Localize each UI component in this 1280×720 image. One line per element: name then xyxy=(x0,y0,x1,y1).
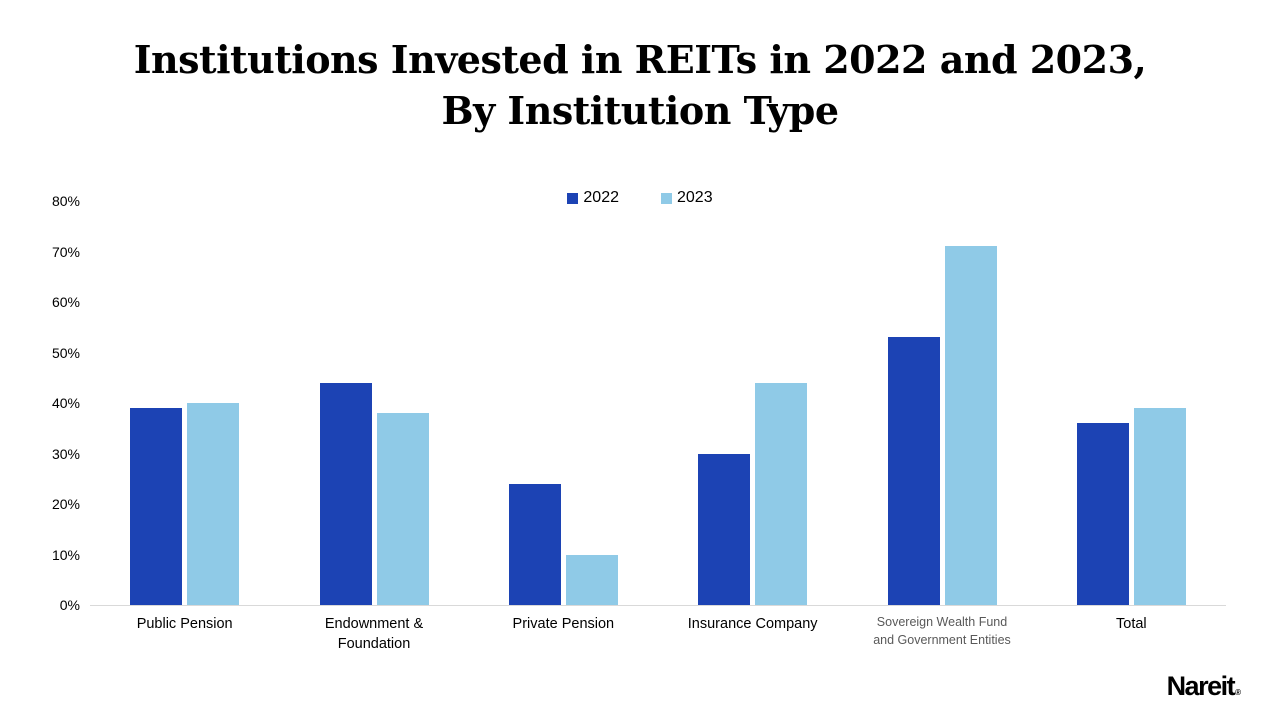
legend-swatch-2022-icon xyxy=(567,192,579,204)
y-tick-20: 20% xyxy=(51,496,80,512)
y-tick-0: 0% xyxy=(59,597,80,613)
legend-item-2023: 2023 xyxy=(661,189,713,207)
y-tick-40: 40% xyxy=(51,395,80,411)
category-label-insurance-company: Insurance Company xyxy=(687,616,818,632)
nareit-logo: Nareit® xyxy=(1167,671,1241,702)
category-label-endownment-foundation: Endownment & Foundation xyxy=(324,616,424,653)
registered-trademark-icon: ® xyxy=(1235,688,1241,697)
y-tick-70: 70% xyxy=(51,243,80,260)
category-label-sovereign-wealth-fund-and-government-entities: Sovereign Wealth Fund and Government Enti… xyxy=(873,615,1011,647)
x-axis-line xyxy=(90,605,1226,606)
y-tick-60: 60% xyxy=(51,294,80,310)
bar-2023-endownment-foundation xyxy=(376,413,429,605)
y-tick-50: 50% xyxy=(51,344,80,361)
bar-2023-total xyxy=(1133,408,1186,605)
bar-2022-insurance-company xyxy=(698,453,751,605)
legend-item-2022: 2022 xyxy=(567,189,619,207)
bar-2023-sovereign-wealth-fund-and-government-entities xyxy=(944,246,997,605)
bar-2022-total xyxy=(1076,423,1129,605)
category-label-public-pension: Public Pension xyxy=(136,616,233,632)
legend: 2022 2023 xyxy=(0,189,1280,207)
y-tick-10: 10% xyxy=(51,546,80,563)
legend-swatch-2023-icon xyxy=(661,192,672,204)
bar-2023-insurance-company xyxy=(755,382,808,605)
bar-2023-private-pension xyxy=(565,554,618,605)
legend-label-2022: 2022 xyxy=(583,189,619,206)
nareit-logo-text: Nareit xyxy=(1166,671,1236,701)
bar-2022-private-pension xyxy=(508,483,561,605)
bar-2022-endownment-foundation xyxy=(319,382,372,605)
category-label-total: Total xyxy=(1116,616,1147,632)
chart-title-line2: By Institution Type xyxy=(441,88,839,134)
category-label-private-pension: Private Pension xyxy=(512,616,615,632)
bar-2023-public-pension xyxy=(187,403,240,605)
y-tick-30: 30% xyxy=(51,445,80,462)
bar-2022-public-pension xyxy=(130,408,183,605)
chart-title-line1: Institutions Invested in REITs in 2022 a… xyxy=(133,37,1147,82)
legend-label-2023: 2023 xyxy=(677,189,713,206)
bar-2022-sovereign-wealth-fund-and-government-entities xyxy=(887,337,940,605)
y-tick-80: 80% xyxy=(51,193,80,209)
chart-title: Institutions Invested in REITs in 2022 a… xyxy=(0,34,1280,137)
